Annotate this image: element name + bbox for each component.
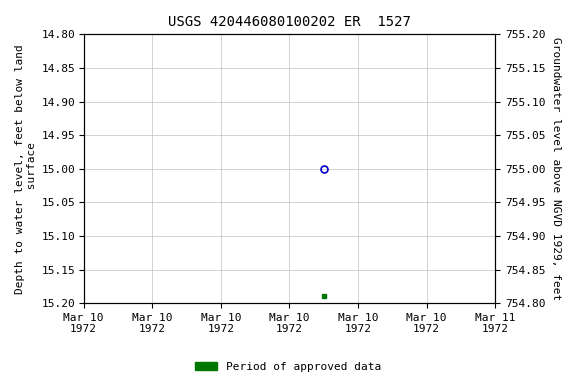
Title: USGS 420446080100202 ER  1527: USGS 420446080100202 ER 1527: [168, 15, 411, 29]
Legend: Period of approved data: Period of approved data: [191, 358, 385, 377]
Y-axis label: Groundwater level above NGVD 1929, feet: Groundwater level above NGVD 1929, feet: [551, 37, 561, 300]
Y-axis label: Depth to water level, feet below land
 surface: Depth to water level, feet below land su…: [15, 44, 37, 294]
